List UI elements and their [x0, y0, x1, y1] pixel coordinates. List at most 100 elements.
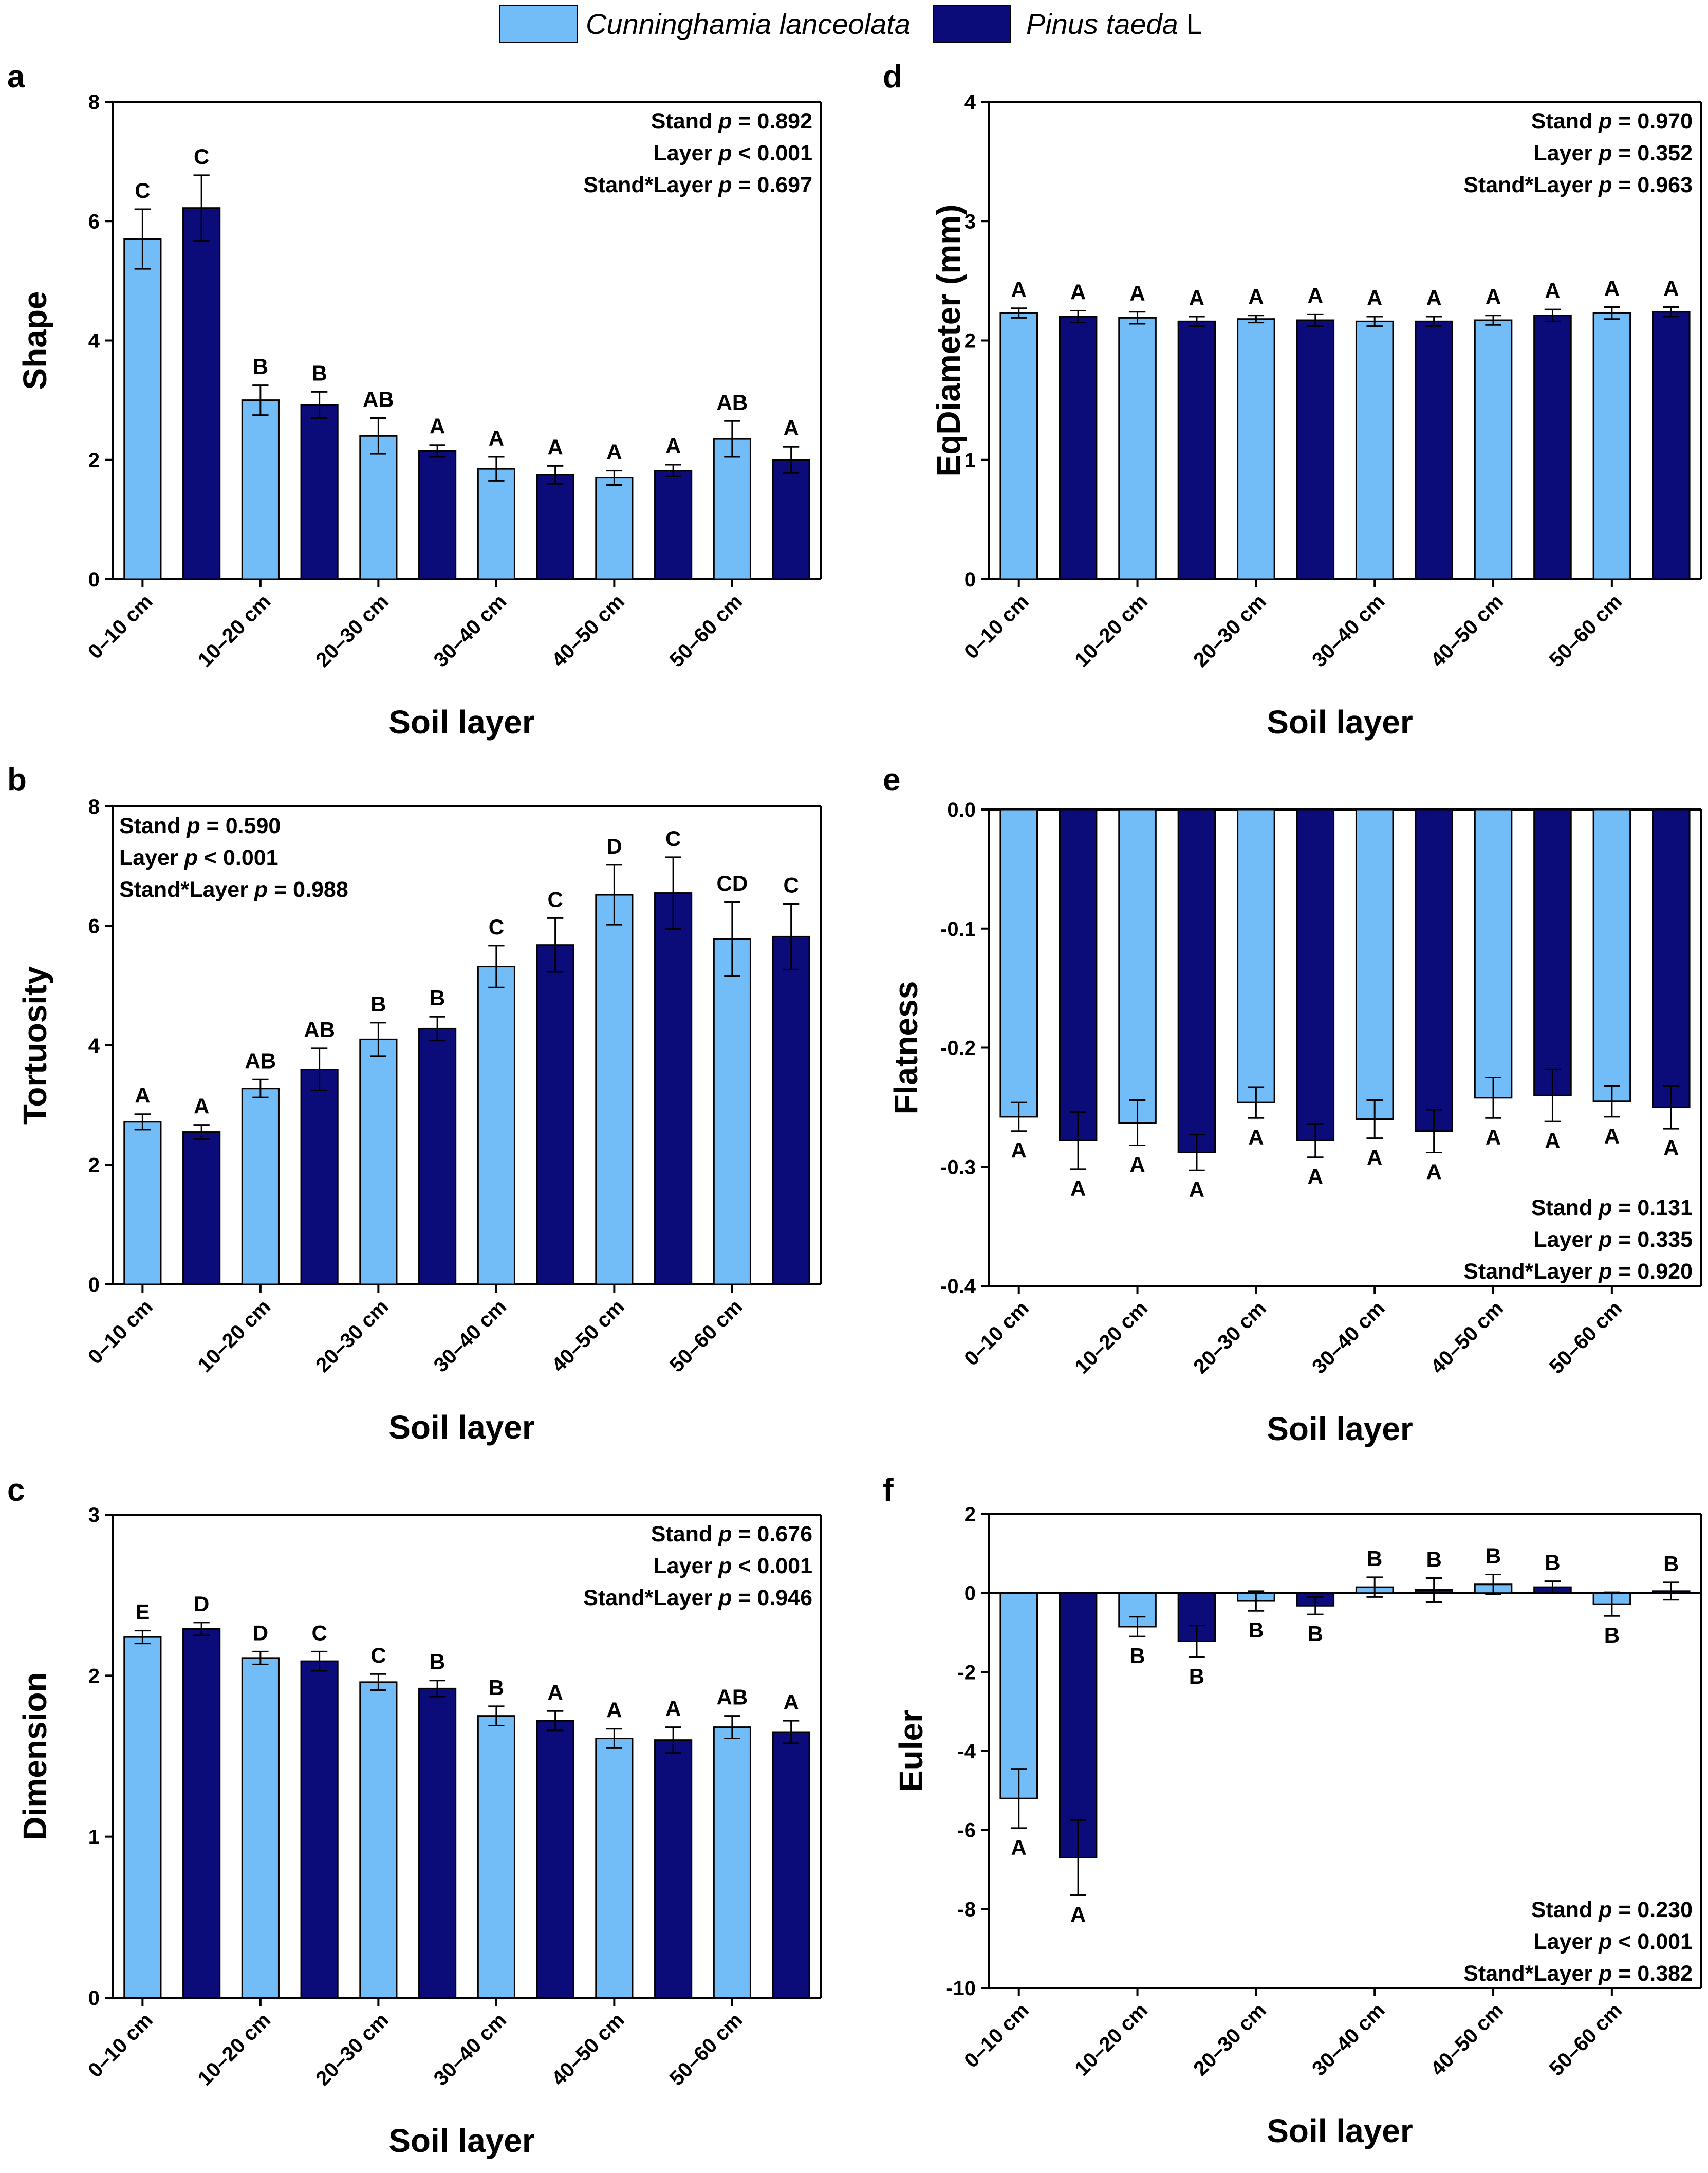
- x-tick-label: 40–50 cm: [547, 590, 629, 672]
- legend: Cunninghamia lanceolata Pinus taeda L: [499, 5, 1202, 43]
- stat-line: Layer p = 0.335: [1533, 1227, 1693, 1252]
- significance-letter: A: [1367, 1146, 1382, 1170]
- x-tick-label: 50–60 cm: [665, 590, 747, 672]
- bar: [1059, 316, 1098, 580]
- significance-letter: A: [1545, 1129, 1560, 1153]
- bar: [300, 404, 339, 580]
- significance-letter: A: [783, 416, 799, 440]
- significance-letter: AB: [245, 1048, 276, 1073]
- significance-letter: B: [430, 1650, 445, 1674]
- x-tick-label: 0–10 cm: [84, 1295, 157, 1369]
- x-tick-label: 40–50 cm: [1426, 590, 1508, 672]
- x-tick-label: 50–60 cm: [1545, 590, 1627, 672]
- bar: [1059, 808, 1098, 1141]
- significance-letter: A: [1308, 1165, 1323, 1189]
- significance-letter: A: [194, 1094, 209, 1118]
- stat-line: Stand p = 0.676: [651, 1522, 812, 1546]
- panel-a: a 0 2 4 6 8 Shape C B AB A A AB C B A A A A 0–10 cm 10–20 cm…: [7, 59, 822, 741]
- significance-letter: B: [1604, 1623, 1620, 1647]
- stat-line: Stand p = 0.970: [1531, 109, 1693, 134]
- x-tick-label: 30–40 cm: [1308, 1999, 1389, 2080]
- significance-letter: AB: [717, 390, 748, 414]
- bar: [1118, 808, 1157, 1124]
- x-tick-label: 10–20 cm: [194, 2009, 275, 2090]
- x-tick-label: 30–40 cm: [1308, 1297, 1389, 1378]
- bar: [123, 238, 162, 580]
- bar: [241, 1088, 280, 1285]
- panel-letter-d: d: [883, 59, 902, 95]
- bar: [123, 1121, 162, 1285]
- x-tick-label: 30–40 cm: [430, 590, 511, 672]
- significance-letter: A: [665, 434, 681, 458]
- significance-letter: B: [489, 1675, 504, 1700]
- significance-letter: A: [606, 1698, 622, 1722]
- significance-letter: A: [1426, 1159, 1441, 1184]
- bar: [1474, 319, 1513, 580]
- significance-letter: C: [194, 144, 209, 169]
- stat-line: Layer p < 0.001: [653, 141, 812, 165]
- stat-line: Stand*Layer p = 0.920: [1463, 1259, 1693, 1284]
- significance-letter: B: [1189, 1664, 1204, 1688]
- y-axis-label: Dimension: [16, 1672, 53, 1840]
- bar: [182, 207, 221, 580]
- significance-letter: B: [253, 355, 268, 379]
- x-tick-label: 50–60 cm: [665, 1295, 747, 1377]
- panel-c: c 0 1 2 3 Dimension E D C B A AB D C B A A A 0–10 cm 10–20 …: [7, 1472, 822, 2159]
- y-tick-label: 0: [88, 568, 100, 591]
- stat-line: Layer p < 0.001: [119, 845, 279, 870]
- bar: [1355, 320, 1394, 580]
- x-tick-label: 0–10 cm: [84, 2009, 157, 2082]
- bar: [536, 944, 574, 1285]
- significance-letter: C: [489, 915, 504, 939]
- y-tick-label: 6: [88, 915, 100, 938]
- bar: [999, 1592, 1038, 1799]
- panel-letter-c: c: [7, 1472, 25, 1508]
- bar: [418, 450, 457, 580]
- bar: [359, 1038, 398, 1285]
- significance-letter: D: [194, 1592, 209, 1616]
- x-tick-label: 10–20 cm: [1070, 1999, 1152, 2080]
- significance-letter: A: [1663, 1136, 1679, 1160]
- y-tick-label: 8: [88, 91, 100, 114]
- bar: [1177, 1592, 1216, 1642]
- significance-letter: AB: [363, 387, 394, 411]
- stat-line: Stand*Layer p = 0.697: [583, 173, 812, 197]
- y-tick-label: 0: [964, 1582, 976, 1605]
- significance-letter: A: [1604, 1124, 1620, 1148]
- x-axis-label: Soil layer: [388, 2122, 535, 2159]
- significance-letter: A: [1189, 286, 1204, 310]
- bar: [1177, 320, 1216, 580]
- bar: [300, 1660, 339, 1999]
- significance-letter: B: [1486, 1544, 1501, 1568]
- y-tick-label: 3: [964, 210, 976, 233]
- y-tick-label: -2: [957, 1661, 976, 1684]
- bar: [1118, 317, 1157, 580]
- bar: [1059, 1592, 1098, 1858]
- x-tick-label: 0–10 cm: [84, 590, 157, 664]
- y-tick-label: 2: [88, 1665, 100, 1687]
- bar: [536, 474, 574, 580]
- x-tick-label: 0–10 cm: [960, 1999, 1033, 2072]
- y-tick-label: 6: [88, 210, 100, 233]
- y-tick-label: 4: [964, 91, 976, 114]
- y-tick-label: 0: [964, 568, 976, 591]
- significance-letter: D: [606, 834, 622, 858]
- significance-letter: A: [1011, 278, 1027, 302]
- y-axis-label: Tortuosity: [16, 966, 53, 1125]
- bar: [654, 892, 693, 1285]
- significance-letter: A: [783, 1690, 799, 1714]
- significance-letter: A: [1248, 285, 1264, 309]
- x-tick-label: 50–60 cm: [1545, 1297, 1627, 1378]
- bar: [1237, 318, 1275, 580]
- bar: [654, 1739, 693, 1999]
- y-tick-label: 2: [964, 330, 976, 353]
- y-tick-label: 0: [88, 1987, 100, 2010]
- bar: [999, 312, 1038, 580]
- legend-swatch-pinus: [933, 5, 1011, 43]
- y-tick-label: 2: [88, 449, 100, 472]
- x-tick-label: 20–30 cm: [311, 1295, 393, 1377]
- significance-letter: A: [1604, 276, 1620, 300]
- bar: [999, 808, 1038, 1118]
- y-tick-label: -0.1: [940, 918, 976, 941]
